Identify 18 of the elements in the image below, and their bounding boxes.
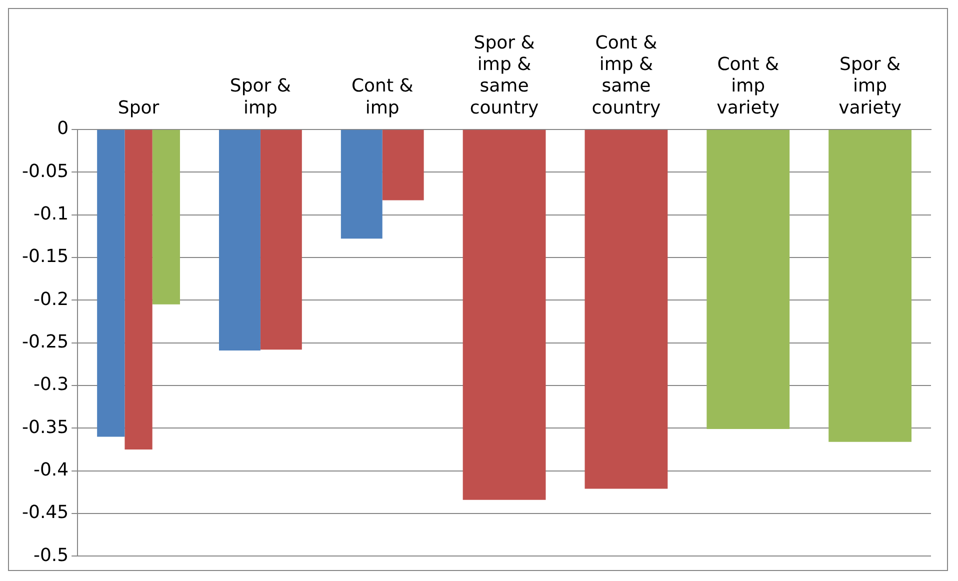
x-tick-label: Spor & imp — [230, 76, 291, 118]
x-tick-label: Spor & imp & same country — [470, 32, 540, 118]
y-tick-label: 0 — [57, 118, 69, 140]
y-tick-label: -0.4 — [33, 460, 69, 481]
y-tick-label: -0.5 — [33, 544, 69, 566]
y-tick-label: -0.1 — [33, 203, 69, 224]
y-tick-label: -0.2 — [33, 288, 69, 310]
x-tick-label: Spor & imp variety — [838, 54, 902, 118]
x-tick-label: Cont & imp — [351, 76, 414, 118]
y-tick-label: -0.05 — [22, 160, 69, 182]
y-tick-label: -0.25 — [22, 331, 69, 352]
y-tick-label: -0.3 — [33, 374, 69, 396]
y-tick-label: -0.15 — [22, 246, 69, 268]
y-tick-label: -0.35 — [22, 416, 69, 438]
x-tick-label: Cont & imp variety — [716, 54, 780, 118]
y-tick-label: -0.45 — [22, 502, 69, 524]
x-tick-label: Spor — [118, 97, 160, 118]
x-tick-label: Cont & imp & same country — [592, 32, 661, 118]
